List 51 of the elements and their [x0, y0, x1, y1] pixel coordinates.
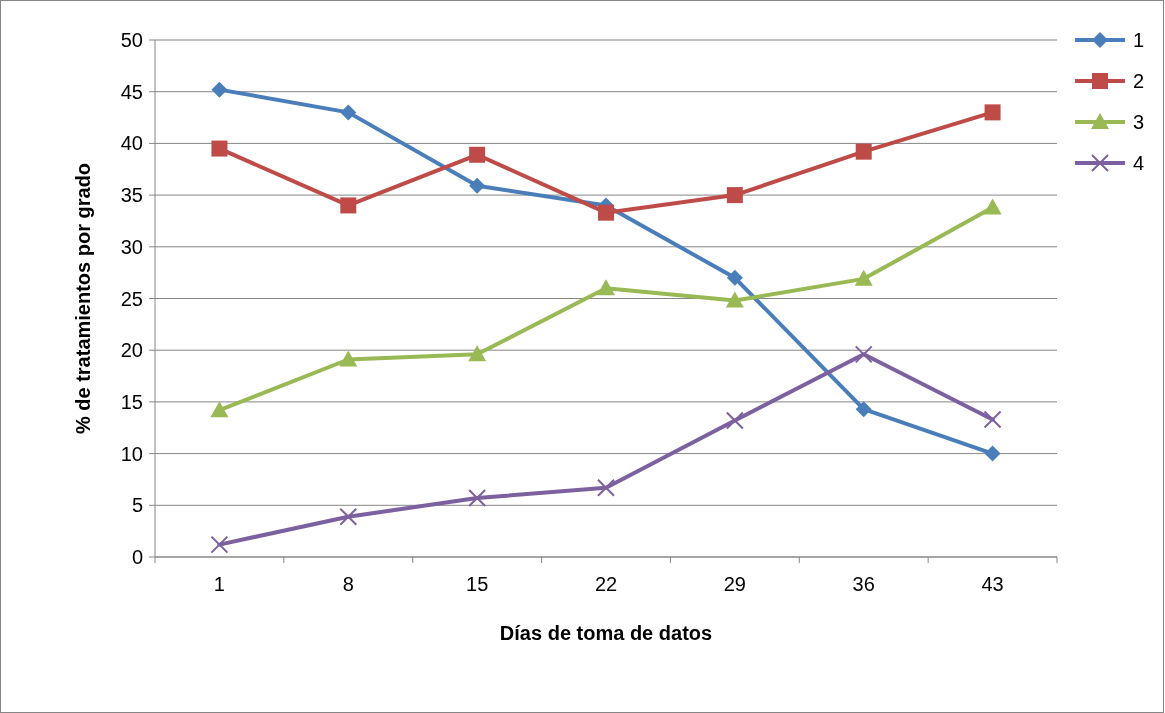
y-tick-label: 45: [120, 80, 143, 103]
x-tick-label: 22: [594, 573, 618, 595]
x-axis-title: Días de toma de datos: [499, 622, 713, 644]
x-tick-label: 8: [342, 573, 354, 595]
y-tick-label: 15: [120, 390, 143, 413]
legend-label: 3: [1133, 111, 1145, 133]
point: [725, 411, 744, 430]
point: [855, 143, 872, 160]
y-tick-label: 50: [120, 29, 143, 51]
point: [984, 104, 1001, 121]
y-tick-label: 5: [131, 494, 143, 517]
point: [984, 445, 1001, 462]
point: [726, 269, 743, 286]
point: [855, 401, 872, 418]
point: [339, 507, 358, 526]
point: [339, 350, 358, 367]
y-tick-label: 35: [120, 184, 143, 207]
point: [340, 104, 357, 121]
point: [725, 291, 744, 308]
x-tick-label: 15: [466, 573, 489, 595]
point: [469, 177, 486, 194]
x-tick-label: 29: [723, 573, 746, 595]
point: [983, 198, 1002, 215]
legend-label: 1: [1133, 29, 1145, 51]
point: [854, 345, 873, 364]
point: [211, 81, 228, 98]
y-tick-label: 30: [120, 235, 143, 258]
point: [597, 279, 615, 296]
point: [726, 187, 743, 204]
y-axis-title: % de tratamientos por grado: [72, 162, 94, 435]
point: [469, 146, 486, 163]
y-tick-label: 20: [120, 339, 143, 362]
x-tick-label: 43: [981, 573, 1004, 595]
y-tick-label: 25: [120, 287, 143, 310]
point: [468, 489, 487, 508]
point: [210, 535, 229, 554]
point: [211, 140, 228, 157]
point: [210, 401, 229, 418]
point: [854, 269, 873, 286]
point: [983, 410, 1002, 429]
point: [598, 204, 614, 221]
point: [340, 197, 357, 214]
legend-label: 4: [1133, 152, 1145, 174]
y-tick-label: 10: [120, 442, 143, 465]
legend-label: 2: [1133, 70, 1145, 92]
x-tick-label: 36: [852, 573, 875, 595]
point: [597, 478, 615, 497]
y-tick-label: 40: [120, 132, 143, 155]
point: [468, 345, 487, 362]
y-tick-label: 0: [131, 546, 143, 568]
x-tick-label: 1: [213, 573, 225, 595]
